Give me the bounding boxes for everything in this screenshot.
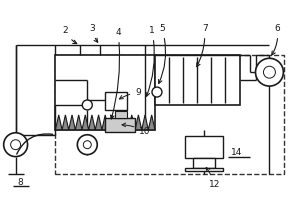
Text: 8: 8 [18, 178, 23, 187]
Text: 14: 14 [231, 148, 242, 157]
Circle shape [77, 135, 97, 155]
Polygon shape [56, 115, 155, 130]
Bar [56, 55, 155, 130]
Bar [185, 136, 223, 158]
Text: 7: 7 [197, 24, 208, 67]
Circle shape [4, 133, 28, 157]
Circle shape [82, 100, 92, 110]
Text: 6: 6 [272, 24, 280, 55]
Bar [185, 168, 223, 171]
Text: 10: 10 [122, 123, 151, 136]
Text: 3: 3 [89, 24, 98, 42]
Bar [105, 92, 127, 110]
Circle shape [263, 66, 275, 78]
Circle shape [152, 87, 162, 97]
Circle shape [11, 140, 21, 150]
Text: 1: 1 [146, 26, 155, 96]
Bar [56, 55, 284, 174]
Text: 12: 12 [206, 168, 220, 189]
Text: 9: 9 [119, 88, 141, 99]
Text: 2: 2 [63, 26, 77, 44]
Circle shape [256, 58, 284, 86]
Bar [193, 158, 215, 168]
Text: 5: 5 [159, 24, 166, 83]
Circle shape [83, 141, 91, 149]
Bar [155, 55, 240, 105]
Text: 4: 4 [110, 28, 121, 119]
Bar [115, 111, 127, 118]
Bar [105, 118, 135, 132]
